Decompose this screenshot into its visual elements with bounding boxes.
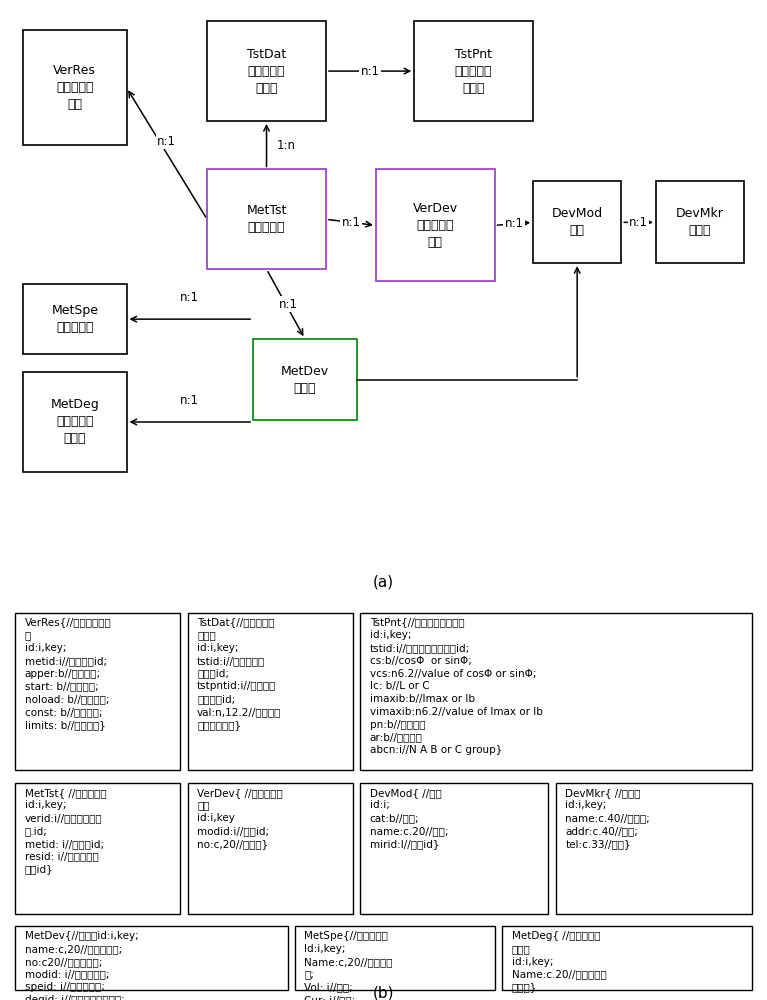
Bar: [207, 21, 326, 121]
Text: n:1: n:1: [505, 217, 523, 230]
Text: 1:n: 1:n: [276, 139, 295, 152]
Text: MetDeg{ //电能表准确
度等级
id:i,key;
Name:c.20//电能表准确
度等级}: MetDeg{ //电能表准确 度等级 id:i,key; Name:c.20/…: [512, 931, 607, 992]
Bar: [23, 372, 127, 472]
Bar: [15, 613, 180, 770]
Bar: [188, 613, 353, 770]
Bar: [360, 783, 548, 914]
Text: DevMkr{ //制造厂
id:i,key;
name:c.40//制造厂;
addr:c.40//地址;
tel:c.33//电话}: DevMkr{ //制造厂 id:i,key; name:c.40//制造厂; …: [565, 788, 650, 849]
Bar: [656, 182, 744, 263]
Text: MetSpe
电能表规格: MetSpe 电能表规格: [51, 304, 98, 334]
Text: n:1: n:1: [180, 394, 199, 407]
Text: n:1: n:1: [341, 216, 360, 229]
Bar: [207, 169, 326, 269]
Text: TstDat{//电能表检定
负数据
id:i,key;
tstid:i//具体的某次
检定的id;
tstpntid:i//电能表检
定负载点id;
val:: TstDat{//电能表检定 负数据 id:i,key; tstid:i//具体…: [197, 617, 281, 730]
Bar: [295, 926, 495, 990]
Text: DevMod{ //型号
id:i;
cat:b//类别;
name:c.20//型号;
mirid:I//厂家id}: DevMod{ //型号 id:i; cat:b//类别; name:c.20/…: [370, 788, 448, 849]
Bar: [556, 783, 752, 914]
Text: TstPnt{//电能表检定负载点
id:i,key;
tstid:i//具体的某次检定的id;
cs:b//cosΦ  or sinΦ;
vcs:n6.2//: TstPnt{//电能表检定负载点 id:i,key; tstid:i//具体的…: [370, 617, 542, 755]
Bar: [414, 21, 533, 121]
Text: VerDev
电能表检定
装置: VerDev 电能表检定 装置: [413, 202, 458, 249]
Bar: [23, 30, 127, 145]
Bar: [15, 783, 180, 914]
Text: DevMod
型号: DevMod 型号: [551, 207, 603, 237]
Bar: [253, 339, 357, 420]
Text: MetDev{//电能表id:i,key;
name:c,20//电能表名称;
no:c20//电能表表号;
modid: i//电能表型号;
speid: i: MetDev{//电能表id:i,key; name:c,20//电能表名称; …: [25, 931, 144, 1000]
Text: MetDeg
电能表准确
度等级: MetDeg 电能表准确 度等级: [51, 398, 99, 445]
Text: n:1: n:1: [180, 291, 199, 304]
Text: TstPnt
电能表检定
负载点: TstPnt 电能表检定 负载点: [455, 48, 492, 95]
Bar: [533, 182, 621, 263]
Bar: [23, 284, 127, 354]
Text: VerRes{//电能表检定结
论
id:i,key;
metid:i//被检表的id;
apper:b//外观检定;
start: b//起动试验;
nolo: VerRes{//电能表检定结 论 id:i,key; metid:i//被检表…: [25, 617, 111, 730]
Bar: [502, 926, 752, 990]
Bar: [376, 169, 495, 281]
Text: TstDat
电能表检定
负数据: TstDat 电能表检定 负数据: [247, 48, 286, 95]
Text: VerRes
电能表检定
结论: VerRes 电能表检定 结论: [54, 64, 96, 111]
Text: n:1: n:1: [360, 65, 380, 78]
Bar: [360, 613, 752, 770]
Text: MetTst
电能表检定: MetTst 电能表检定: [246, 204, 287, 234]
Text: (b): (b): [373, 985, 394, 1000]
Bar: [15, 926, 288, 990]
Bar: [188, 783, 353, 914]
Text: (a): (a): [373, 575, 394, 590]
Text: n:1: n:1: [278, 298, 298, 311]
Text: n:1: n:1: [157, 135, 176, 148]
Text: MetTst{ //电能表检定
id:i,key;
verid:i//电能表检定装
置.id;
metid: i//电能表id;
resid: i//电能表检定: MetTst{ //电能表检定 id:i,key; verid:i//电能表检定…: [25, 788, 106, 874]
Text: MetDev
电能表: MetDev 电能表: [281, 365, 329, 395]
Text: DevMkr
制造厂: DevMkr 制造厂: [676, 207, 724, 237]
Text: MetSpe{//电能表规格
Id:i,key;
Name:c,20//电能表规
格;
Vol: i//电压;
Cur: i//电流;
Pha: b//相制: MetSpe{//电能表规格 Id:i,key; Name:c,20//电能表规…: [304, 931, 393, 1000]
Text: n:1: n:1: [629, 216, 648, 229]
Text: VerDev{ //电能表检定
装置
id:i,key
modid:i//型号id;
no:c,20//台体号}: VerDev{ //电能表检定 装置 id:i,key modid:i//型号i…: [197, 788, 283, 849]
